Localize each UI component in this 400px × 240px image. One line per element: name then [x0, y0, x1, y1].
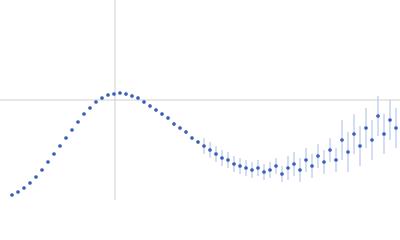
data-point — [262, 170, 266, 174]
data-point — [370, 138, 374, 142]
data-point — [196, 140, 200, 144]
data-point — [292, 162, 296, 166]
data-point — [94, 100, 98, 104]
data-point — [346, 150, 350, 154]
data-point — [184, 130, 188, 134]
data-point — [364, 126, 368, 130]
data-point — [340, 138, 344, 142]
data-point — [178, 126, 182, 130]
data-point — [142, 100, 146, 104]
data-point — [352, 132, 356, 136]
data-point — [232, 162, 236, 166]
data-point — [118, 91, 122, 95]
data-point — [322, 160, 326, 164]
data-point — [268, 168, 272, 172]
data-point — [76, 120, 80, 124]
data-point — [304, 158, 308, 162]
data-point — [28, 181, 32, 185]
data-point — [106, 93, 110, 97]
data-point — [190, 136, 194, 140]
data-point — [16, 190, 20, 194]
data-point — [160, 112, 164, 116]
data-point — [310, 164, 314, 168]
data-point — [124, 92, 128, 96]
data-point — [46, 160, 50, 164]
data-point — [130, 94, 134, 98]
data-point — [22, 186, 26, 190]
data-point — [70, 128, 74, 132]
data-point — [220, 156, 224, 160]
data-point — [250, 168, 254, 172]
data-point — [388, 118, 392, 122]
data-point — [112, 92, 116, 96]
data-point — [88, 106, 92, 110]
data-point — [172, 122, 176, 126]
data-point — [34, 175, 38, 179]
data-point — [238, 164, 242, 168]
data-point — [154, 108, 158, 112]
data-point — [226, 158, 230, 162]
data-point — [274, 164, 278, 168]
data-point — [298, 168, 302, 172]
data-point — [244, 166, 248, 170]
data-point — [40, 168, 44, 172]
data-point — [10, 193, 14, 197]
data-point — [334, 158, 338, 162]
data-point — [166, 116, 170, 120]
data-point — [214, 152, 218, 156]
data-point — [358, 144, 362, 148]
data-point — [82, 112, 86, 116]
chart — [0, 0, 400, 200]
data-point — [376, 114, 380, 118]
data-point — [382, 132, 386, 136]
data-point — [100, 96, 104, 100]
data-point — [286, 166, 290, 170]
data-point — [208, 148, 212, 152]
data-point — [148, 104, 152, 108]
data-point — [136, 96, 140, 100]
data-point — [280, 172, 284, 176]
data-point — [202, 144, 206, 148]
data-point — [328, 148, 332, 152]
data-point — [58, 144, 62, 148]
data-point — [64, 136, 68, 140]
data-point — [256, 166, 260, 170]
data-point — [52, 152, 56, 156]
data-point — [316, 154, 320, 158]
data-point — [394, 126, 398, 130]
